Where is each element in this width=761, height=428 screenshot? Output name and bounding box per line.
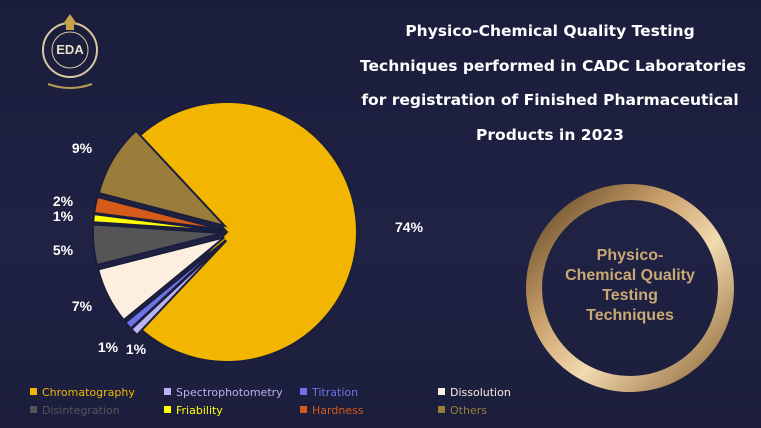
legend-swatch <box>438 388 445 395</box>
pie-slice-friability <box>92 212 224 232</box>
slice-label-friability: 1% <box>53 208 74 224</box>
legend-item-others: Others <box>438 402 487 420</box>
chart-legend: Chromatography Spectrophotometry Titration… <box>30 384 750 424</box>
ring-caption: Physico- Chemical Quality Testing Techni… <box>548 246 712 326</box>
legend-label: Spectrophotometry <box>176 386 283 399</box>
legend-label: Hardness <box>312 404 364 417</box>
legend-swatch <box>30 388 37 395</box>
legend-swatch <box>30 406 37 413</box>
ring-caption-line: Testing <box>602 287 658 304</box>
logo-text: EDA <box>56 42 84 57</box>
legend-item-dissolution: Dissolution <box>438 384 511 402</box>
ring-caption-line: Physico- <box>596 247 664 264</box>
legend-item-hardness: Hardness <box>300 402 364 420</box>
pie-slice-others <box>97 129 228 228</box>
slice-label-dissolution: 7% <box>72 298 93 314</box>
legend-item-disintegration: Disintegration <box>30 402 120 420</box>
legend-swatch <box>300 406 307 413</box>
legend-label: Dissolution <box>450 386 511 399</box>
slice-label-chromatography: 74% <box>395 219 424 235</box>
legend-label: Disintegration <box>42 404 120 417</box>
slice-label-spectrophotometry: 1% <box>126 341 147 357</box>
chart-title: Physico-Chemical Quality Testing Techniq… <box>360 14 746 152</box>
legend-label: Chromatography <box>42 386 135 399</box>
slice-label-hardness: 2% <box>53 193 74 209</box>
legend-swatch <box>300 388 307 395</box>
legend-label: Titration <box>312 386 359 399</box>
pie-slice-chromatography <box>136 101 358 363</box>
legend-item-chromatography: Chromatography <box>30 384 135 402</box>
eda-logo <box>42 14 98 89</box>
title-line: Products in 2023 <box>476 125 624 144</box>
title-line: for registration of Finished Pharmaceuti… <box>361 91 739 109</box>
slice-label-titration: 1% <box>98 339 119 355</box>
pie-slice-titration <box>124 239 227 331</box>
legend-item-spectrophotometry: Spectrophotometry <box>164 384 283 402</box>
pie-slice-dissolution <box>96 236 225 322</box>
title-line: Physico-Chemical Quality Testing <box>405 22 695 40</box>
legend-swatch <box>164 406 171 413</box>
ring-caption-line: Techniques <box>586 307 674 324</box>
legend-item-titration: Titration <box>300 384 358 402</box>
legend-item-friability: Friability <box>164 402 223 420</box>
pie-slice-disintegration <box>91 223 224 267</box>
slice-label-disintegration: 5% <box>53 242 74 258</box>
legend-swatch <box>164 388 171 395</box>
decorative-ring <box>526 184 734 392</box>
title-line: Techniques performed in CADC Laboratorie… <box>360 56 746 75</box>
pie-slice-hardness <box>93 195 224 231</box>
legend-label: Friability <box>176 404 223 417</box>
slice-label-others: 9% <box>72 140 93 156</box>
legend-label: Others <box>450 404 487 417</box>
ring-caption-line: Chemical Quality <box>565 267 695 284</box>
legend-swatch <box>438 406 445 413</box>
